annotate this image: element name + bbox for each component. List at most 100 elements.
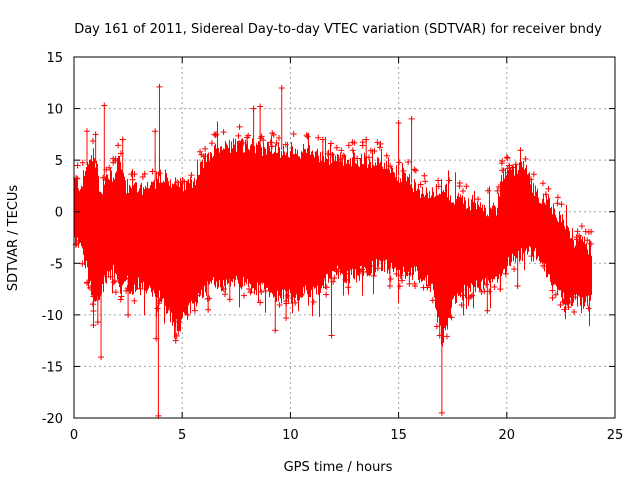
edge-marker [110,155,117,162]
edge-marker [419,271,426,278]
edge-marker [334,268,341,275]
edge-marker [359,266,366,273]
outlier-point [363,136,370,143]
edge-marker [494,187,501,194]
edge-marker [448,314,455,321]
edge-marker [208,140,215,147]
y-tick-label: -5 [50,257,63,272]
edge-marker [578,223,585,230]
edge-marker [478,288,485,295]
edge-marker [509,164,516,171]
edge-marker [328,140,335,147]
outlier-point [205,306,212,313]
edge-marker [315,134,322,141]
edge-marker [324,150,331,157]
edge-marker [370,272,377,279]
y-axis-label: SDTVAR / TECUs [6,185,21,292]
edge-marker [374,139,381,146]
edge-marker [282,141,289,148]
edge-marker [195,286,202,293]
edge-marker [220,129,227,136]
edge-marker [571,309,578,316]
axis-ticks: 0 5 10 15 20 25 -20 -15 -10 -5 0 5 10 15 [42,51,624,443]
outlier-point [514,282,521,289]
outlier-point [283,314,290,321]
edge-marker [443,333,450,340]
edge-marker [576,232,583,239]
edge-marker [79,159,86,166]
edge-marker [458,286,465,293]
outlier-points [83,83,521,419]
edge-marker [202,145,209,152]
edge-marker [454,287,461,294]
edge-marker [412,282,419,289]
outlier-point [90,322,97,329]
edge-marker [329,151,336,158]
edge-marker [112,289,119,296]
edge-marker [338,147,345,154]
edge-marker [421,172,428,179]
edge-marker [236,123,243,130]
edge-marker [345,142,352,149]
edge-marker [270,131,277,138]
edge-marker [212,132,219,139]
edge-marker [354,155,361,162]
edge-marker [397,272,404,279]
edge-marker [273,140,280,147]
scatter-band [74,121,592,347]
edge-marker [565,291,572,298]
edge-marker [211,131,218,138]
edge-marker [188,172,195,179]
edge-marker [495,183,502,190]
edge-marker [587,240,594,247]
edge-marker [139,174,146,181]
edge-marker [490,273,497,280]
chart-title: Day 161 of 2011, Sidereal Day-to-day VTE… [74,22,602,37]
edge-markers [72,123,595,340]
edge-marker [554,194,561,201]
outlier-point [125,311,132,318]
edge-marker [137,285,144,292]
edge-marker [458,302,465,309]
edge-marker [221,291,228,298]
outlier-point [386,282,393,289]
edge-marker [235,132,242,139]
edge-marker [429,297,436,304]
edge-marker [191,307,198,314]
edge-marker [383,152,390,159]
edge-marker [310,298,317,305]
edge-marker [166,304,173,311]
outlier-point [119,136,126,143]
outlier-point [92,131,99,138]
edge-marker [110,279,117,286]
edge-marker [387,276,394,283]
edge-marker [367,147,374,154]
outlier-point [94,319,101,326]
edge-marker [154,305,161,312]
edge-marker [433,323,440,330]
edge-marker [560,298,567,305]
edge-marker [349,147,356,154]
x-tick-label: 25 [607,428,624,443]
y-tick-label: 5 [55,154,63,169]
outlier-point [298,291,305,298]
outlier-point [319,136,326,143]
edge-marker [345,284,352,291]
outlier-point [172,337,179,344]
edge-marker [435,183,442,190]
edge-marker [422,178,429,185]
outlier-point [250,105,257,112]
edge-marker [79,260,86,267]
y-tick-label: -20 [42,412,63,427]
edge-marker [577,239,584,246]
edge-marker [206,295,213,302]
edge-marker [139,276,146,283]
edge-marker [268,143,275,150]
edge-marker [549,287,556,294]
edge-marker [240,139,247,146]
edge-marker [459,292,466,299]
edge-marker [74,175,81,182]
edge-marker [528,176,535,183]
edge-marker [512,161,519,168]
outlier-point [497,286,504,293]
